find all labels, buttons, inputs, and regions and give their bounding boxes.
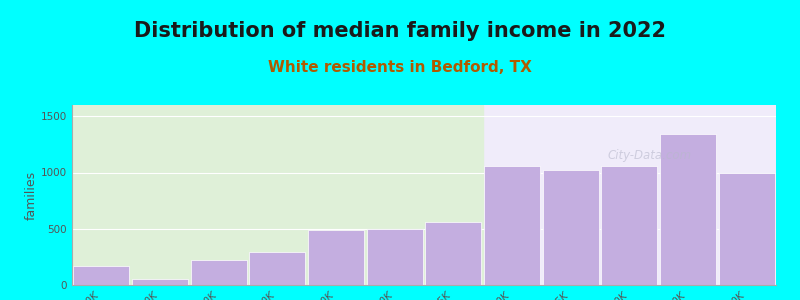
Bar <box>250 252 305 285</box>
Bar <box>602 166 658 285</box>
Bar <box>660 134 716 285</box>
Bar <box>72 105 482 285</box>
Bar <box>308 230 364 285</box>
Bar <box>484 166 540 285</box>
Bar <box>366 229 422 285</box>
Text: City-Data.com: City-Data.com <box>607 149 691 162</box>
Text: Distribution of median family income in 2022: Distribution of median family income in … <box>134 21 666 41</box>
Y-axis label: families: families <box>25 170 38 220</box>
Bar <box>543 170 598 285</box>
Bar <box>74 266 129 285</box>
Bar <box>132 279 188 285</box>
Bar <box>426 222 482 285</box>
Text: White residents in Bedford, TX: White residents in Bedford, TX <box>268 60 532 75</box>
Bar <box>719 172 774 285</box>
Bar <box>190 260 246 285</box>
